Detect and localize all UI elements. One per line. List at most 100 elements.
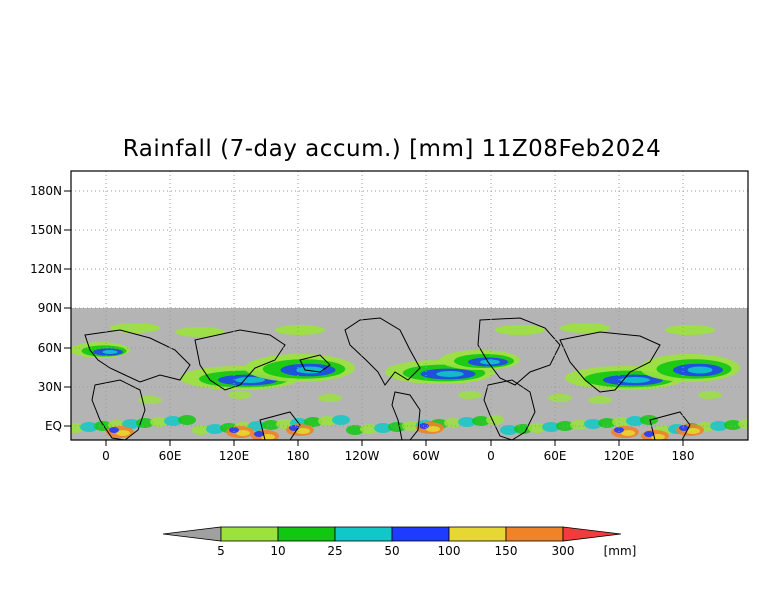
colorbar-swatch [391,526,450,542]
rain-patch [254,431,264,437]
rain-patch [458,417,476,427]
plot-frame [70,170,749,441]
lat-label: 90N [38,301,62,315]
longitude-axis: 0 60E 120E 180 120W 60W 0 60E 120E 180 [102,440,694,463]
rain-patch [480,359,500,365]
colorbar: 5 10 25 50 100 150 300 [mm] [162,526,637,558]
rain-patch [138,396,162,404]
rain-patch [436,371,464,377]
rain-patch [542,422,560,432]
colorbar-high-arrow [562,526,622,542]
lat-label: 30N [38,380,62,394]
rain-patch [472,416,490,426]
lon-label: 0 [102,449,110,463]
rain-patch [588,396,612,404]
rain-patch [528,423,546,433]
lon-label: 60W [412,449,439,463]
rain-patch [458,391,482,399]
colorbar-swatch [277,526,336,542]
lon-label: 180 [672,449,695,463]
lat-label: 180N [30,184,62,198]
lat-label: 150N [30,223,62,237]
rain-patch [304,417,322,427]
colorbar-label: 150 [495,544,518,558]
rain-patch [80,422,98,432]
rain-patch [296,428,310,434]
rain-patch [109,427,119,433]
colorbar-label: 10 [270,544,285,558]
lon-label: 120W [345,449,380,463]
rain-patch [275,325,325,335]
rain-patch [738,419,748,429]
lon-label: 120E [219,449,250,463]
colorbar-label: 300 [552,544,575,558]
rain-patch [346,425,364,435]
rain-patch [495,325,545,335]
rain-patch [620,377,650,383]
lat-label: EQ [45,419,62,433]
rain-patch [570,420,588,430]
rain-patch [236,430,250,436]
rain-patch [110,323,160,333]
colorbar-swatch [334,526,393,542]
lon-label: 120E [604,449,635,463]
colorbar-unit: [mm] [604,544,637,558]
lon-label: 180 [287,449,310,463]
rain-patch [116,430,130,436]
rain-patch [175,327,225,337]
rain-patch [560,323,610,333]
lat-label: 60N [38,341,62,355]
rain-patch [626,416,644,426]
rain-patch [665,325,715,335]
rain-patch [228,391,252,399]
colorbar-label: 25 [327,544,342,558]
rain-patch [724,420,742,430]
rain-patch [614,427,624,433]
rain-patch [192,425,210,435]
map-title: Rainfall (7-day accum.) [mm] 11Z08Feb202… [122,136,662,162]
lat-label: 120N [30,262,62,276]
rain-patch [621,430,635,436]
rain-patch [332,415,350,425]
lon-label: 0 [487,449,495,463]
rain-patch [548,394,572,402]
colorbar-swatch [448,526,507,542]
rain-patch [248,421,266,431]
rain-patch [388,422,406,432]
rain-patch [318,416,336,426]
latitude-axis: 180N 150N 120N 90N 60N 30N EQ [30,184,71,433]
colorbar-label: 100 [438,544,461,558]
colorbar-label: 50 [384,544,399,558]
lon-label: 60E [544,449,567,463]
rain-patch [235,377,265,383]
graticule-grid [71,171,748,440]
rain-patch [262,420,280,430]
rain-patch [698,391,722,399]
rain-patch [102,350,118,354]
colorbar-swatch [220,526,279,542]
colorbar-low-arrow [162,526,222,542]
rain-patch [679,425,689,431]
colorbar-swatch [505,526,564,542]
coastline-outlines [84,317,691,440]
rain-patch [686,428,700,434]
rain-patch [612,417,630,427]
rain-patch [426,426,440,432]
rain-patch [500,425,518,435]
rain-patch [486,415,504,425]
rain-patch [178,415,196,425]
rain-patch [164,416,182,426]
rain-patch [150,417,168,427]
rain-patch [360,424,378,434]
rain-patch [584,419,602,429]
precipitation-field [71,323,748,440]
rain-patch [444,418,462,428]
rain-patch [644,431,654,437]
rain-patch [556,421,574,431]
rain-patch [640,415,658,425]
colorbar-label: 5 [217,544,225,558]
rain-patch [136,418,154,428]
rain-patch [687,366,713,374]
lon-label: 60E [159,449,182,463]
